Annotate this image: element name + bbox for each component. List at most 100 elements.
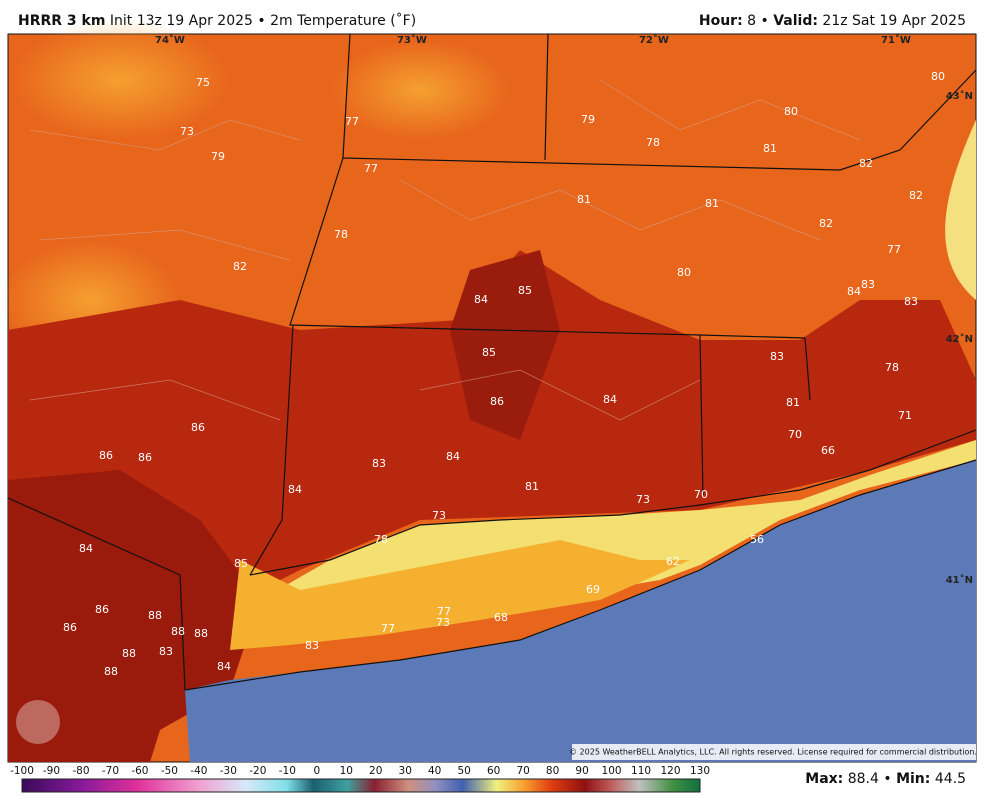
separator: • xyxy=(257,13,265,29)
station-value: 81 xyxy=(705,197,719,210)
warm-area xyxy=(330,40,510,140)
station-value: 86 xyxy=(138,451,152,464)
station-value: 70 xyxy=(788,428,802,441)
colorbar xyxy=(21,778,701,793)
colorbar-tick-label: 60 xyxy=(487,765,500,777)
station-value: 84 xyxy=(446,450,460,463)
station-value: 73 xyxy=(436,616,450,629)
station-value: 84 xyxy=(474,293,488,306)
warm-area xyxy=(10,20,230,140)
station-value: 80 xyxy=(784,105,798,118)
valid-label: Valid: xyxy=(773,13,818,29)
station-value: 73 xyxy=(636,493,650,506)
station-value: 88 xyxy=(148,609,162,622)
hot-area xyxy=(450,250,560,440)
station-value: 88 xyxy=(122,647,136,660)
station-value: 78 xyxy=(374,533,388,546)
lon-label: 71˚W xyxy=(881,34,911,46)
station-value: 84 xyxy=(217,660,231,673)
station-value: 82 xyxy=(819,217,833,230)
station-value: 83 xyxy=(861,278,875,291)
colorbar-tick-label: -40 xyxy=(190,765,207,777)
colorbar-tick-label: 90 xyxy=(575,765,588,777)
station-value: 62 xyxy=(666,555,680,568)
ocean xyxy=(185,460,976,762)
long-island xyxy=(230,540,690,650)
map: 75 73 79 77 79 78 80 81 80 82 82 77 81 81 82 78 82 80 77 84… xyxy=(0,20,977,763)
station-values: 75 73 79 77 79 78 80 81 80 82 82 77 81 81 82 78 82 80 77 84… xyxy=(63,70,945,678)
field: 2m Temperature (˚F) xyxy=(270,12,416,29)
station-value: 86 xyxy=(490,395,504,408)
max: 88.4 xyxy=(848,771,879,787)
colorbar-tick-label: 20 xyxy=(369,765,382,777)
station-value: 79 xyxy=(211,150,225,163)
station-value: 83 xyxy=(770,350,784,363)
lat-label: 43˚N xyxy=(946,90,973,102)
station-value: 86 xyxy=(95,603,109,616)
station-value: 66 xyxy=(821,444,835,457)
station-value: 88 xyxy=(171,625,185,638)
header-right: Hour: 8 • Valid: 21z Sat 19 Apr 2025 xyxy=(699,13,966,29)
station-value: 79 xyxy=(581,113,595,126)
colorbar-tick-label: -10 xyxy=(279,765,296,777)
lat-label: 41˚N xyxy=(946,574,973,586)
station-value: 81 xyxy=(577,193,591,206)
station-value: 88 xyxy=(104,665,118,678)
lon-label: 72˚W xyxy=(639,34,669,46)
colorbar-tick-label: -60 xyxy=(131,765,148,777)
hour-label: Hour: xyxy=(699,13,743,29)
colorbar-ticks: -100 -90 -80 -70 -60 -50 -40 -30 -20 -10 0 10 20 30 40… xyxy=(10,765,710,777)
station-value: 85 xyxy=(482,346,496,359)
station-value: 78 xyxy=(885,361,899,374)
copyright-box xyxy=(572,744,976,760)
station-value: 77 xyxy=(381,622,395,635)
station-value: 83 xyxy=(904,295,918,308)
header-left: HRRR 3 km Init 13z 19 Apr 2025 • 2m Temp… xyxy=(18,12,416,29)
station-value: 83 xyxy=(305,639,319,652)
station-value: 81 xyxy=(525,480,539,493)
colorbar-tick-label: -70 xyxy=(102,765,119,777)
station-value: 68 xyxy=(494,611,508,624)
lon-label: 74˚W xyxy=(155,34,185,46)
station-value: 84 xyxy=(603,393,617,406)
station-value: 84 xyxy=(847,285,861,298)
colorbar-tick-label: 100 xyxy=(602,765,622,777)
station-value: 85 xyxy=(518,284,532,297)
colorbar-tick-label: 10 xyxy=(340,765,353,777)
colorbar-tick-label: 0 xyxy=(313,765,320,777)
station-value: 84 xyxy=(288,483,302,496)
colorbar-tick-label: 50 xyxy=(457,765,470,777)
station-value: 88 xyxy=(194,627,208,640)
colorbar-tick-label: 80 xyxy=(546,765,559,777)
colorbar-tick-label: -90 xyxy=(43,765,60,777)
station-value: 81 xyxy=(786,396,800,409)
graticule-labels: 74˚W 73˚W 72˚W 71˚W 43˚N 42˚N 41˚N xyxy=(155,34,973,586)
colorbar-tick-label: -50 xyxy=(161,765,178,777)
station-value: 80 xyxy=(931,70,945,83)
station-value: 84 xyxy=(79,542,93,555)
valid: 21z Sat 19 Apr 2025 xyxy=(822,13,966,29)
station-value: 78 xyxy=(646,136,660,149)
colorbar-tick-label: -30 xyxy=(220,765,237,777)
colorbar-tick-label: 130 xyxy=(690,765,710,777)
station-value: 82 xyxy=(859,157,873,170)
colorbar-tick-label: -80 xyxy=(72,765,89,777)
borders xyxy=(7,33,977,691)
separator: • xyxy=(883,771,891,787)
station-value: 75 xyxy=(196,76,210,89)
max-label: Max: xyxy=(805,771,843,787)
station-value: 70 xyxy=(694,488,708,501)
colorbar-tick-label: 120 xyxy=(660,765,680,777)
station-value: 77 xyxy=(364,162,378,175)
colorbar-tick-label: 70 xyxy=(516,765,529,777)
station-value: 80 xyxy=(677,266,691,279)
station-value: 73 xyxy=(432,509,446,522)
colorbar-tick-label: 40 xyxy=(428,765,441,777)
station-value: 83 xyxy=(372,457,386,470)
station-value: 82 xyxy=(909,189,923,202)
hour: 8 xyxy=(747,13,756,29)
min-label: Min: xyxy=(896,771,930,787)
station-value: 82 xyxy=(233,260,247,273)
